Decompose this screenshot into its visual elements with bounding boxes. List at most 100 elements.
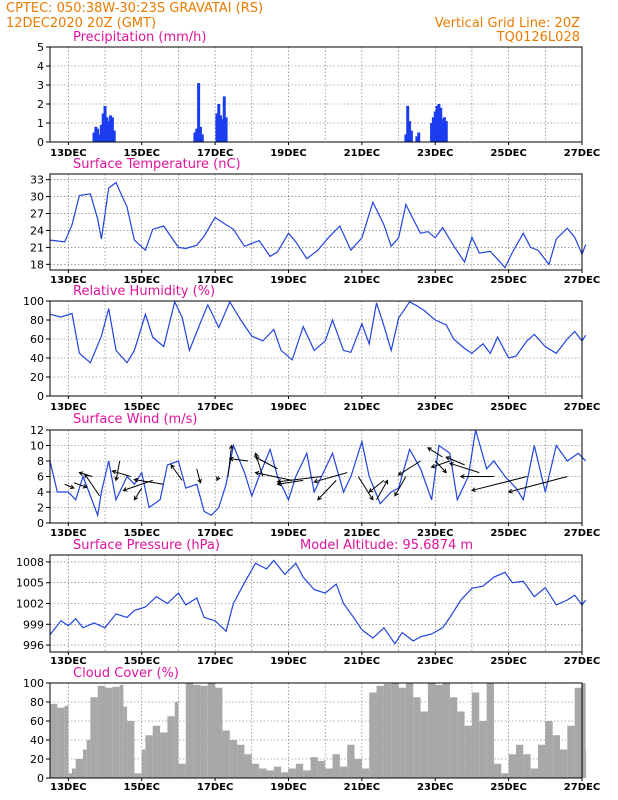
precip-bar — [219, 115, 223, 142]
temp-frame — [49, 173, 583, 271]
wind-x-tick-label: 21DEC — [344, 528, 380, 539]
cloud-bar — [207, 683, 216, 778]
temp-y-tick-label: 30 — [30, 191, 44, 204]
cloud-x-tick-label: 25DEC — [490, 782, 526, 793]
wind-vector-head — [383, 479, 389, 485]
press-x-tick-label: 25DEC — [490, 656, 526, 667]
cloud-x-tick-label: 13DEC — [50, 782, 86, 793]
wind-vector — [427, 447, 443, 458]
wind-vector-head — [369, 495, 374, 501]
cloud-bar — [72, 768, 76, 778]
cloud-bar — [574, 687, 582, 778]
wind-vector-head — [313, 478, 319, 484]
cloud-bar — [471, 692, 480, 778]
wind-vector-head — [228, 456, 234, 462]
cloud-x-tick-label: 21DEC — [344, 782, 380, 793]
precip-y-tick-label: 0 — [37, 136, 44, 149]
precip-bar — [200, 134, 204, 142]
wind-x-tick-label: 15DEC — [124, 528, 160, 539]
rh-x-tick-label: 19DEC — [270, 402, 306, 413]
cloud-bar — [310, 757, 318, 778]
cloud-x-tick-label: 15DEC — [124, 782, 160, 793]
wind-vector-head — [317, 495, 322, 501]
temp-y-tick-label: 33 — [30, 174, 44, 187]
cloud-bar — [222, 730, 230, 778]
cloud-bar — [545, 721, 553, 778]
cloud-bar — [152, 725, 161, 778]
precip-x-tick-label: 17DEC — [197, 148, 233, 159]
temp-y-tick-label: 24 — [30, 224, 44, 237]
cloud-bar — [259, 768, 267, 778]
wind-vector — [277, 476, 322, 483]
wind-x-tick-label: 17DEC — [197, 528, 233, 539]
cloud-bar — [57, 707, 65, 778]
wind-y-tick-label: 12 — [30, 424, 44, 437]
wind-vector — [255, 472, 293, 481]
cloud-bar — [178, 763, 186, 778]
cloud-bar — [86, 740, 91, 778]
rh-x-tick-label: 21DEC — [344, 402, 380, 413]
cloud-bar — [229, 740, 238, 778]
wind-vector-head — [82, 484, 88, 489]
cloud-bar — [413, 697, 421, 778]
precip-bar — [444, 121, 448, 142]
cloud-bar — [559, 749, 568, 778]
temp-y-tick-label: 21 — [30, 241, 44, 254]
precip-x-tick-label: 23DEC — [417, 148, 453, 159]
cloud-y-tick-label: 80 — [30, 696, 44, 709]
precip-x-tick-label: 21DEC — [344, 148, 380, 159]
wind-y-tick-label: 6 — [37, 471, 44, 484]
cloud-y-tick-label: 20 — [30, 753, 44, 766]
cloud-y-tick-label: 0 — [37, 772, 44, 785]
wind-vector — [368, 479, 385, 493]
cloud-bar — [75, 759, 84, 778]
rh-y-tick-label: 80 — [30, 314, 44, 327]
wind-vector — [398, 460, 421, 476]
cloud-panel: Cloud Cover (%) 0 20 40 60 80 100 13DEC 15DEC 17D… — [23, 666, 600, 793]
wind-vector-head — [430, 463, 436, 469]
cloud-bar — [383, 683, 392, 778]
precip-bar — [195, 128, 199, 142]
cloud-bar — [123, 706, 128, 778]
wind-vector-head — [133, 495, 139, 501]
wind-vector-head — [216, 476, 221, 482]
wind-vector-head — [397, 471, 403, 476]
precip-bar — [415, 136, 419, 142]
press-y-tick-label: 1002 — [16, 598, 44, 611]
wind-vector — [314, 472, 348, 483]
cloud-bar — [420, 711, 428, 778]
cloud-bar — [50, 703, 58, 778]
cloud-bar — [127, 721, 135, 778]
rh-panel: Relative Humidity (%) 0 20 40 60 80 100 13DEC 15… — [23, 284, 600, 413]
precip-x-tick-label: 25DEC — [490, 148, 526, 159]
cloud-bar — [119, 684, 124, 778]
press-title: Surface Pressure (hPa) — [73, 538, 220, 553]
cloud-bar — [288, 768, 296, 778]
rh-frame — [49, 300, 583, 397]
cloud-bar — [567, 725, 575, 778]
wind-y-tick-label: 2 — [37, 502, 44, 515]
cloud-bar — [174, 702, 179, 778]
wind-y-tick-label: 10 — [30, 440, 44, 453]
cloud-bar — [64, 705, 69, 778]
rh-x-tick-label: 23DEC — [417, 402, 453, 413]
precip-bar — [435, 105, 439, 142]
temp-line — [49, 181, 587, 269]
cloud-bar — [347, 744, 355, 778]
cloud-bar — [435, 684, 443, 778]
rh-y-tick-label: 40 — [30, 352, 44, 365]
cloud-bar — [523, 754, 531, 778]
cloud-bar — [508, 754, 516, 778]
cloud-bar — [361, 768, 370, 778]
cloud-bar — [160, 732, 168, 778]
precip-bar — [215, 113, 219, 142]
wind-vector — [434, 460, 447, 473]
cloud-bar — [442, 683, 450, 778]
cloud-bar — [325, 768, 333, 778]
cloud-y-tick-label: 100 — [23, 677, 44, 690]
wind-vector — [64, 483, 75, 489]
wind-x-tick-label: 25DEC — [490, 528, 526, 539]
press-frame — [49, 554, 583, 653]
cloud-bar — [479, 721, 487, 778]
